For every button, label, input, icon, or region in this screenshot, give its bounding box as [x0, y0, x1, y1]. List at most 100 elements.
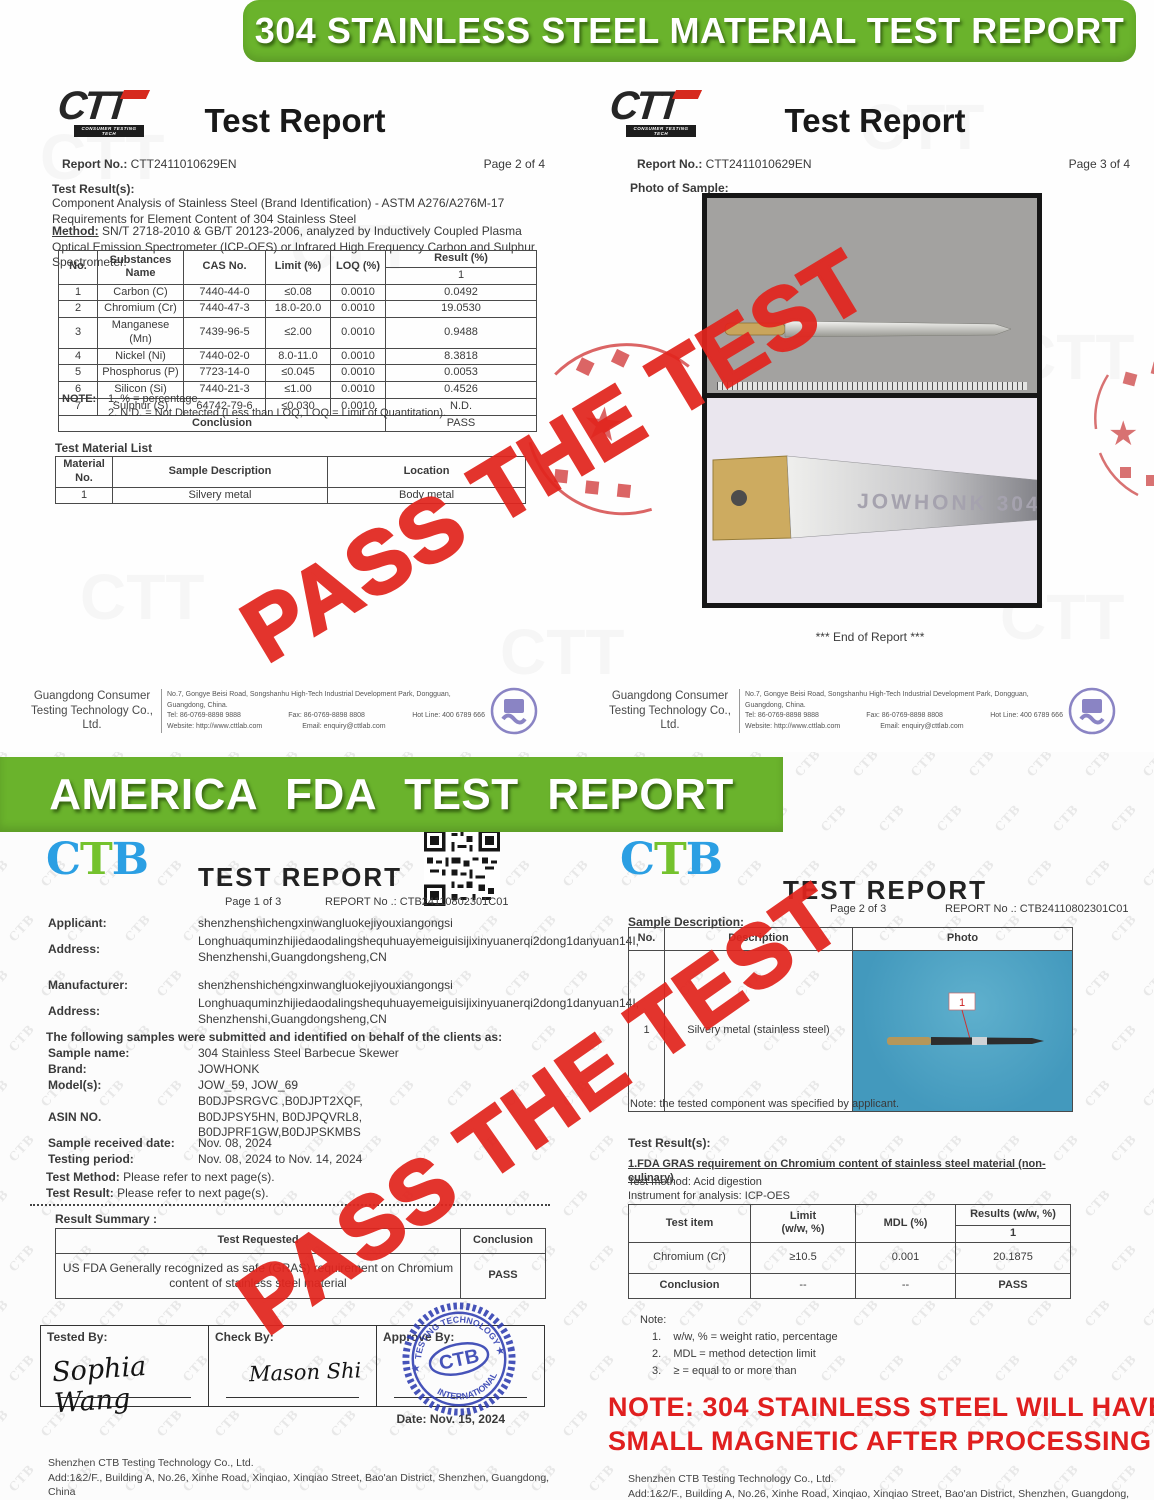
field-label: Testing period:: [48, 1152, 134, 1166]
field-label: ASIN NO.: [48, 1109, 102, 1124]
report-no-line: Report No.: CTT2411010629EN: [637, 157, 1037, 173]
field-manufacturer-address: Address: Longhuaquminzhijiedaodalingsheq…: [48, 996, 639, 1027]
element-result-table: No. Substances Name CAS No. Limit (%) LO…: [58, 250, 537, 433]
report-title: Test Report: [784, 102, 966, 139]
cell: 0.0010: [330, 317, 386, 349]
red-seal-icon: ★: [528, 343, 690, 516]
footer-address: No.7, Gongye Beisi Road, Songshanhu High…: [167, 691, 451, 709]
qr-code: [424, 830, 500, 906]
ctb-logo-c: C: [620, 834, 655, 885]
ctb-logo: CTB: [46, 838, 149, 882]
footer-company-line1: Guangdong Consumer: [611, 689, 729, 702]
footer-fax: Fax: 86-0769-8898 8808: [288, 712, 365, 719]
check-by-cell: Check By: Mason Shi: [209, 1325, 377, 1407]
col-header: Limit (w/w, %): [750, 1204, 856, 1243]
ctb-footer: Shenzhen CTB Testing Technology Co., Ltd…: [628, 1472, 1148, 1500]
cell: 0.0010: [330, 300, 386, 318]
cell: Silvery metal (stainless steel): [664, 950, 853, 1112]
sample-photo-cell: 1: [852, 950, 1073, 1112]
ctt-watermark-tile: CTT: [860, 91, 985, 163]
test-method-value: Please refer to next page(s).: [119, 1170, 275, 1184]
date-line: Date: Nov. 15, 2024: [396, 1412, 506, 1426]
test-description: Component Analysis of Stainless Steel (B…: [52, 196, 505, 226]
footer-address: Add:1&2/F., Building A, No.26, Xinhe Roa…: [48, 1471, 550, 1499]
note-2: 2. MDL = method detection limit: [652, 1348, 816, 1361]
conclusion-row: Conclusion -- -- PASS: [628, 1272, 1071, 1299]
stamp-star-right: ★: [494, 1344, 506, 1358]
seal-star: ★: [1108, 415, 1138, 453]
results-sub-header: 1: [955, 1225, 1071, 1243]
summary-text: US FDA Generally recognized as safe (GRA…: [55, 1253, 461, 1299]
cell: 19.0530: [385, 300, 537, 318]
cell: 8.0-11.0: [265, 347, 331, 366]
footer-company: Guangdong Consumer Testing Technology Co…: [606, 689, 734, 734]
ctb-logo-t: T: [654, 834, 687, 885]
ctt-footer-stamp-icon: [490, 687, 538, 735]
top-banner-text: 304 STAINLESS STEEL MATERIAL TEST REPORT: [254, 10, 1125, 51]
table-row: 1 Silvery metal (stainless steel) 1: [628, 950, 1073, 1112]
ctt-footer: Guangdong Consumer Testing Technology Co…: [606, 686, 1136, 736]
ctb-watermark-layer: CTB CTB CTB CTB CTB CTB CTB CTB CTB CTB CTB CTB CTB C…: [0, 752, 1154, 1500]
field-sample-name: Sample name: 304 Stainless Steel Barbecu…: [48, 1046, 548, 1062]
top-banner: 304 STAINLESS STEEL MATERIAL TEST REPORT: [243, 0, 1136, 62]
signature-line: [57, 1397, 192, 1398]
ctt-logo-tagline: CONSUMER TESTING TECH: [626, 125, 696, 137]
field-label: Address:: [48, 941, 101, 956]
footer-hotline: Hot Line: 400 6789 666: [412, 712, 485, 719]
footer-tel: Tel: 86-0769-8898 9888: [745, 712, 819, 719]
cell: Nickel (Ni): [97, 347, 184, 366]
field-asin: ASIN NO. B0DJPSRGVC ,B0DJPT2XQF, B0DJPSY…: [48, 1094, 548, 1141]
ctb-logo-c: C: [46, 834, 81, 885]
conclusion-label: Conclusion: [628, 1272, 751, 1299]
ctt-watermark-tile: CTT: [80, 561, 205, 633]
ctt-footer: Guangdong Consumer Testing Technology Co…: [28, 686, 558, 736]
footer-hotline: Hot Line: 400 6789 666: [990, 712, 1063, 719]
signature-line: [225, 1397, 360, 1398]
test-results-heading: Test Result(s):: [52, 182, 135, 196]
cell: Sulphur (S): [97, 397, 184, 416]
cell: 2: [58, 300, 98, 318]
col-header: MDL (%): [855, 1204, 956, 1243]
test-method-line: Test Method: Please refer to next page(s…: [46, 1170, 546, 1186]
cell: 20.1875: [955, 1241, 1071, 1274]
test-method-line: Test method: Acid digestion: [628, 1176, 762, 1188]
report-title: Test Report: [204, 102, 386, 139]
test-results-heading: Test Result(s):: [628, 1136, 711, 1150]
skewer-silhouette-illustration: 1: [886, 992, 1044, 1045]
col-header: No.: [628, 927, 665, 951]
cell: 0.001: [855, 1241, 956, 1274]
footer-website: Website: http://www.cttlab.com: [745, 722, 841, 730]
report-no-line: Report No.: CTT2411010629EN: [62, 157, 462, 173]
field-label: Sample received date:: [48, 1136, 175, 1150]
table-row: 4 Nickel (Ni) 7440-02-0 8.0-11.0 0.0010 8.381…: [58, 347, 537, 366]
table-row: 3 Manganese (Mn) 7439-96-5 ≤2.00 0.0010 0.948…: [58, 317, 537, 349]
col-header: Material No.: [55, 456, 113, 488]
result-section-heading: 1.FDA GRAS requirement on Chromium conte…: [628, 1158, 1046, 1184]
table-row: Chromium (Cr) ≥10.5 0.001 20.1875: [628, 1241, 1071, 1274]
report-no-value: CTT2411010629EN: [130, 157, 237, 171]
cell: 0.0010: [330, 347, 386, 366]
sample-photo-closeup: JOWHONK 304SS: [702, 393, 1075, 608]
tested-by-label: Tested By:: [47, 1330, 108, 1344]
footer-company: Shenzhen CTB Testing Technology Co., Ltd…: [48, 1457, 254, 1469]
ctt-logo: CTT CONSUMER TESTING TECH: [608, 84, 703, 137]
test-method-label: Test Method:: [46, 1170, 120, 1184]
page-indicator: Page 1 of 3: [225, 896, 282, 908]
report-no-value: REPORT No .: CTB24110802301C01: [945, 903, 1129, 915]
notes-block: Note: 1. w/w, % = weight ratio, percenta…: [640, 1312, 1040, 1380]
field-value: JOW_59, JOW_69: [198, 1078, 299, 1092]
samples-intro: The following samples were submitted and…: [46, 1030, 503, 1044]
footer-address: Add:1&2/F., Building A, No.26, Xinhe Roa…: [628, 1487, 1130, 1500]
note-3: 3. ≥ = equal to or more than: [652, 1365, 797, 1378]
footer-address-block: No.7, Gongye Beisi Road, Songshanhu High…: [167, 690, 485, 732]
cell: Chromium (Cr): [97, 300, 184, 318]
field-value: shenzhenshichengxinwangluokejiyouxiangon…: [198, 916, 453, 930]
test-result-line: Test Result: Please refer to next page(s…: [46, 1186, 546, 1202]
ctt-logo: CTT CONSUMER TESTING TECH: [56, 84, 151, 137]
bottom-banner: AMERICA FDA TEST REPORT: [0, 757, 783, 832]
report-no-label: Report No.:: [637, 157, 703, 171]
field-label: Brand:: [48, 1062, 87, 1076]
ctb-logo-b: B: [685, 834, 723, 885]
